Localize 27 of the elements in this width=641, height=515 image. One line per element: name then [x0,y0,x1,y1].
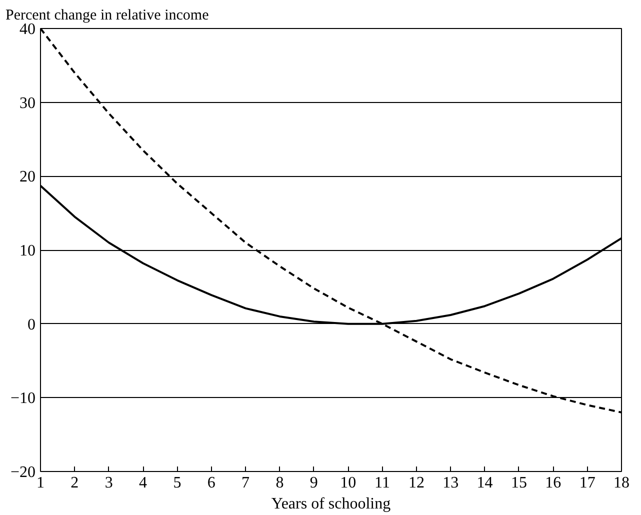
x-tick-label: 1 [36,474,44,492]
x-tick-label: 4 [139,474,148,492]
x-tick-label: 8 [276,474,284,492]
x-axis-title: Years of schooling [271,496,391,512]
x-tick-label: 13 [442,474,459,492]
y-tick-label: −20 [10,464,36,481]
y-tick-label: 10 [20,242,36,260]
x-tick-label: 9 [310,474,318,492]
x-tick-label: 2 [70,474,79,492]
x-tick-label: 18 [614,474,630,492]
x-tick-label: 10 [340,474,356,492]
x-tick-label: 12 [408,474,424,492]
x-tick-label: 16 [545,474,562,492]
x-tick-label: 6 [207,474,216,492]
x-tick-label: 17 [579,474,596,492]
x-tick-label: 5 [173,474,182,492]
y-tick-label: 20 [20,168,36,186]
x-tick-label: 3 [104,474,113,492]
x-tick-label: 14 [476,474,493,492]
x-tick-label: 7 [242,474,250,492]
x-tick-label: 15 [510,474,527,492]
y-tick-label: 0 [28,316,36,334]
y-tick-label: 30 [20,94,36,112]
x-tick-label: 11 [374,474,390,492]
y-tick-label: 40 [20,21,36,38]
y-tick-label: −10 [10,390,36,408]
y-axis-title: Percent change in relative income [6,8,210,24]
